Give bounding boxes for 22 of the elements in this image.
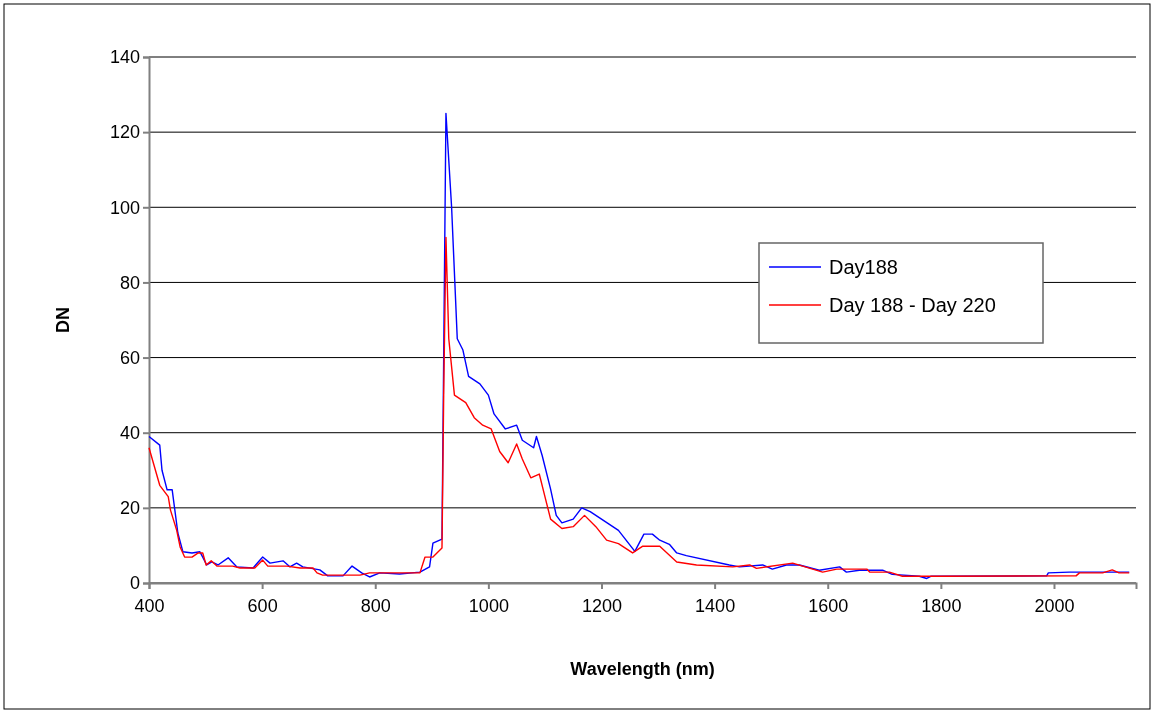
x-tick-label: 1400 bbox=[695, 595, 736, 616]
x-tick-label: 1200 bbox=[581, 595, 623, 616]
x-tick-label: 1000 bbox=[468, 595, 509, 616]
y-tick-label: 120 bbox=[109, 122, 140, 143]
x-tick-label: 400 bbox=[134, 595, 165, 616]
x-tick-label: 1800 bbox=[921, 595, 962, 616]
line-series bbox=[148, 236, 1130, 577]
y-tick-label: 140 bbox=[109, 47, 140, 68]
y-tick-label: 40 bbox=[119, 422, 140, 443]
x-axis-title: Wavelength (nm) bbox=[570, 659, 715, 679]
y-tick-label: 20 bbox=[119, 498, 140, 519]
y-tick-label: 100 bbox=[109, 197, 140, 218]
y-axis-title: DN bbox=[53, 307, 73, 333]
y-tick-label: 0 bbox=[129, 573, 140, 594]
y-tick-label: 60 bbox=[119, 347, 140, 368]
y-tick-label: 80 bbox=[119, 272, 140, 293]
legend-label: Day 188 - Day 220 bbox=[829, 294, 996, 316]
x-tick-label: 800 bbox=[360, 595, 391, 616]
x-tick-label: 600 bbox=[247, 595, 278, 616]
x-tick-label: 1600 bbox=[808, 595, 849, 616]
legend-label: Day188 bbox=[829, 256, 898, 278]
x-tick-label: 2000 bbox=[1034, 595, 1075, 616]
